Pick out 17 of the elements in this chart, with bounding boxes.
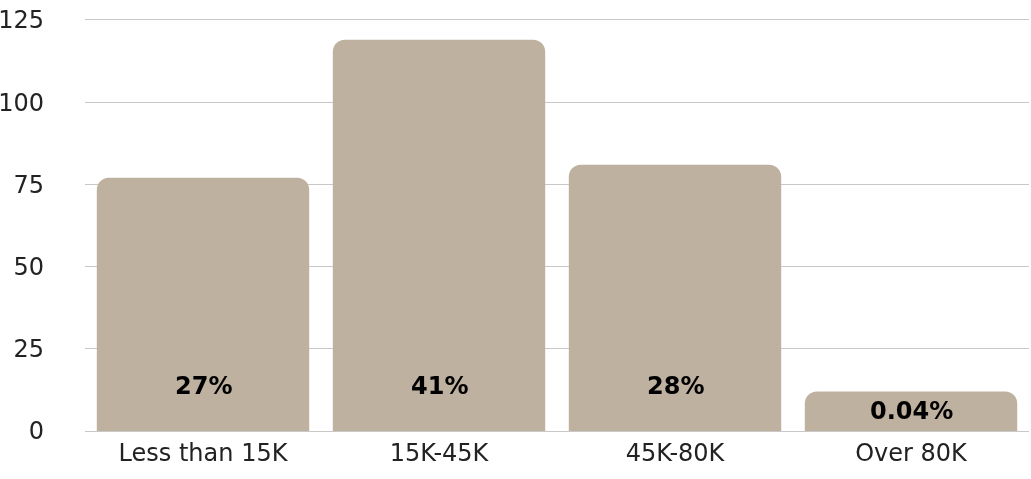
y-tick-label: 0 xyxy=(28,417,44,446)
annotation: 41% xyxy=(411,372,469,400)
x-tick-label: 45K-80K xyxy=(625,438,726,467)
y-tick-label: 100 xyxy=(0,88,44,117)
y-tick-label: 75 xyxy=(13,170,44,199)
y-tick-label: 50 xyxy=(13,253,44,281)
annotation: 0.04% xyxy=(870,397,954,425)
x-tick-label: Less than 15K xyxy=(118,438,289,467)
bar xyxy=(332,39,546,431)
bar xyxy=(568,164,782,431)
bar xyxy=(96,177,310,431)
x-tick-label: 15K-45K xyxy=(389,438,490,467)
annotation: 27% xyxy=(175,372,233,400)
y-tick-label: 125 xyxy=(0,6,44,35)
annotation: 28% xyxy=(647,372,705,400)
x-tick-label: Over 80K xyxy=(855,438,969,467)
y-tick-label: 25 xyxy=(13,335,44,364)
